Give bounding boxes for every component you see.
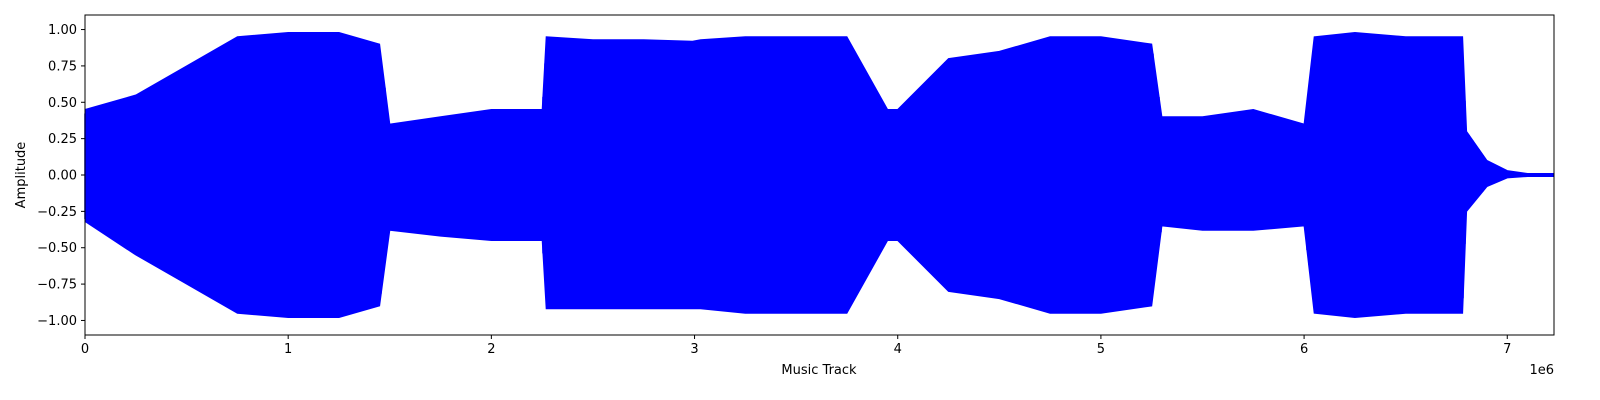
y-tick-label: −0.75 xyxy=(37,278,77,293)
y-tick-label: 0.75 xyxy=(48,59,77,74)
y-tick-label: −0.50 xyxy=(37,241,77,256)
x-axis-label: Music Track xyxy=(781,363,857,378)
x-tick-label: 0 xyxy=(81,342,89,357)
x-axis: 0 1 2 3 4 5 6 7 xyxy=(81,335,1511,357)
x-tick-label: 3 xyxy=(690,342,698,357)
x-axis-offset-label: 1e6 xyxy=(1529,363,1554,378)
x-tick-label: 6 xyxy=(1300,342,1308,357)
x-tick-label: 4 xyxy=(894,342,902,357)
x-tick-label: 5 xyxy=(1097,342,1105,357)
waveform-series xyxy=(84,31,1555,319)
y-tick-label: 0.00 xyxy=(48,169,77,184)
y-axis: 1.00 0.75 0.50 0.25 0.00 −0.25 −0.50 −0.75 −1.00 xyxy=(37,23,85,329)
x-tick-label: 2 xyxy=(487,342,495,357)
x-tick-label: 7 xyxy=(1503,342,1511,357)
y-axis-label: Amplitude xyxy=(14,142,29,209)
y-tick-label: −1.00 xyxy=(37,314,77,329)
y-tick-label: −0.25 xyxy=(37,205,77,220)
y-tick-label: 0.25 xyxy=(48,132,77,147)
x-tick-label: 1 xyxy=(284,342,292,357)
y-tick-label: 1.00 xyxy=(48,23,77,38)
y-tick-label: 0.50 xyxy=(48,96,77,111)
waveform-trace xyxy=(84,33,1554,317)
